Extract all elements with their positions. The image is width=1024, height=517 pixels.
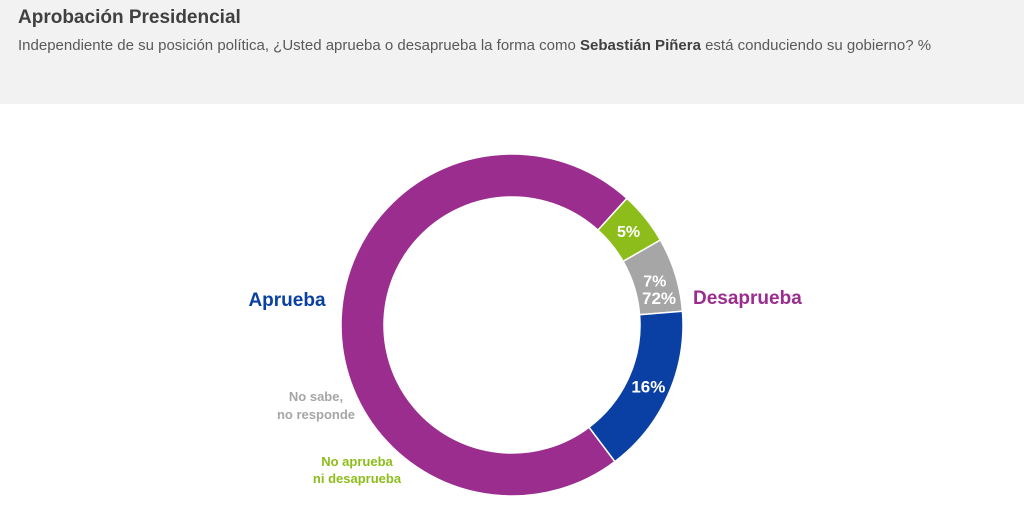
subtitle-text-2: está conduciendo su gobierno? %	[700, 37, 932, 54]
subtitle-bold-name: Sebastián Piñera	[580, 37, 701, 54]
subtitle-text-1: Independiente de su posición política, ¿…	[18, 37, 581, 54]
chart-title: Aprobación Presidencial	[18, 7, 241, 28]
slice-category-label-line: Desaprueba	[693, 288, 802, 309]
slice-category-label: No sabe, no responde	[277, 389, 355, 422]
slice-category-label-line: no responde	[277, 407, 355, 422]
slice-category-label-line: No aprueba	[321, 454, 393, 469]
donut-slice	[340, 153, 628, 497]
slice-value-label: 5%	[617, 224, 640, 241]
slice-value-label: 72%	[642, 289, 676, 308]
slice-category-label: Desaprueba	[693, 288, 802, 309]
slice-value-label: 7%	[643, 274, 666, 291]
slice-value-label: 16%	[631, 377, 665, 396]
slice-category-label-line: Aprueba	[248, 290, 326, 311]
slice-category-label-line: ni desaprueba	[313, 471, 402, 486]
donut-slices	[340, 153, 684, 497]
header: Aprobación Presidencial Independiente de…	[0, 0, 1024, 104]
donut-category-labels: Desaprueba No aprueba ni desaprueba No sabe…	[248, 288, 802, 486]
slice-category-label: Aprueba	[248, 290, 326, 311]
slice-category-label-line: No sabe,	[289, 389, 343, 404]
slice-category-label: No aprueba ni desaprueba	[313, 454, 402, 486]
donut-slice	[587, 310, 684, 463]
donut-value-labels: 72% 5% 7% 16%	[617, 224, 676, 396]
chart-subtitle: Independiente de su posición política, ¿…	[18, 36, 938, 56]
